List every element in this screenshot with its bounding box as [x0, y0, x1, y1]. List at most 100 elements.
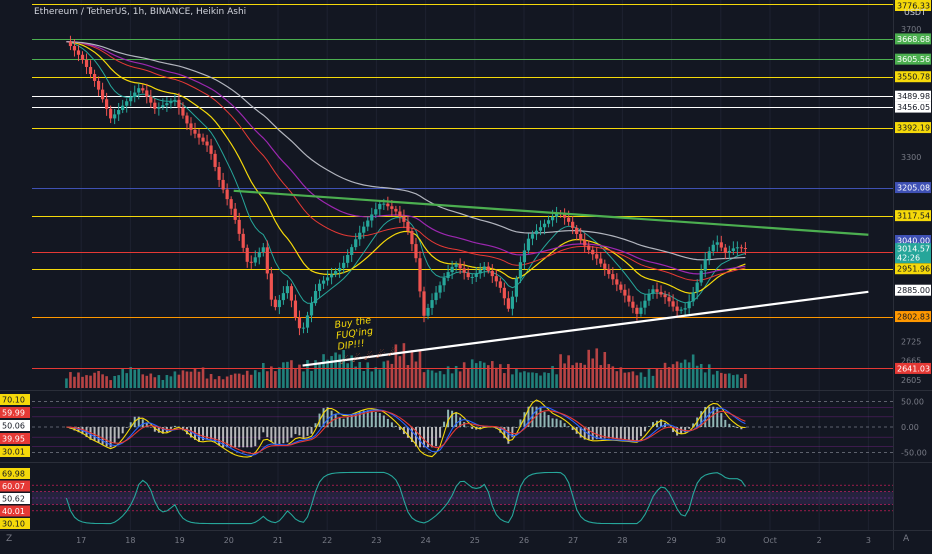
volume-bar [483, 363, 486, 388]
candle-body [495, 276, 498, 281]
osc1-hist-bar [724, 420, 726, 427]
candle-body [671, 301, 674, 306]
osc1-hist-bar [290, 427, 292, 438]
volume-bar [125, 373, 128, 388]
osc1-hist-bar [274, 427, 276, 445]
time-axis-tick: 25 [470, 536, 480, 545]
time-axis-tick: Oct [763, 536, 777, 545]
volume-bar [262, 363, 265, 388]
volume-bar [214, 379, 217, 388]
time-axis-tick: 2 [817, 536, 822, 545]
osc1-hist-bar [600, 427, 602, 439]
osc1-hist-bar [383, 415, 385, 427]
osc1-hist-bar [150, 427, 152, 428]
timezone-button[interactable]: Z [6, 534, 12, 544]
osc1-hist-bar [540, 407, 542, 427]
volume-bar [708, 364, 711, 388]
time-axis-tick: 23 [371, 536, 381, 545]
candle-body [318, 284, 321, 291]
volume-bar [704, 372, 707, 388]
osc1-hist-bar [258, 427, 260, 440]
osc1-left-label: 39.95 [2, 435, 25, 444]
volume-bar [366, 362, 369, 388]
osc1-hist-bar [282, 427, 284, 443]
volume-bar [523, 371, 526, 388]
volume-bar [137, 368, 140, 388]
auto-scale-button[interactable]: A [903, 534, 909, 544]
candle-body [81, 55, 84, 60]
candle-body [350, 247, 353, 255]
volume-bar [543, 372, 546, 388]
volume-bar [73, 377, 76, 388]
candle-body [97, 81, 100, 90]
candle-body [583, 240, 586, 245]
volume-bar [439, 371, 442, 388]
time-axis-tick: 18 [125, 536, 135, 545]
volume-bar [69, 372, 72, 388]
osc1-hist-bar [628, 427, 630, 440]
level-price-tag: 3392.19 [897, 124, 930, 133]
volume-bar [451, 373, 454, 388]
rocket-icon: ☄ [352, 353, 361, 365]
volume-bar [334, 352, 337, 388]
candle-body [615, 279, 618, 284]
candle-body [354, 239, 357, 247]
candle-body [125, 101, 128, 105]
level-price-tag: 3205.08 [897, 184, 930, 193]
candle-body [137, 88, 140, 92]
osc1-hist-bar [648, 426, 650, 427]
candle-body [394, 209, 397, 212]
volume-bar [591, 358, 594, 388]
volume-bar [162, 380, 165, 388]
volume-bar [238, 374, 241, 388]
candle-body [73, 46, 76, 50]
candle-body [571, 222, 574, 228]
volume-bar [644, 377, 647, 388]
osc1-hist-bar [311, 427, 313, 434]
candle-body [680, 310, 683, 311]
volume-bar [447, 366, 450, 388]
volume-bar [222, 379, 225, 388]
candle-body [358, 233, 361, 240]
volume-bar [692, 354, 695, 388]
candle-body [310, 303, 313, 315]
volume-bar [383, 361, 386, 388]
volume-bar [354, 367, 357, 388]
rocket-icon: ☄ [376, 349, 385, 361]
candle-body [595, 254, 598, 258]
price-axis-tick: 3700 [901, 25, 921, 34]
candle-body [430, 300, 433, 308]
level-price-tag: 3456.05 [897, 103, 930, 112]
candle-body [704, 259, 707, 271]
candle-body [270, 273, 273, 299]
volume-bar [250, 375, 253, 388]
volume-bar [274, 371, 277, 388]
volume-bar [471, 359, 474, 388]
time-axis-tick: 17 [76, 536, 86, 545]
candle-body [627, 296, 630, 302]
volume-bar [575, 363, 578, 388]
candle-body [438, 285, 441, 292]
osc1-hist-bar [471, 427, 473, 429]
osc1-hist-bar [419, 427, 421, 447]
candle-body [169, 101, 172, 103]
volume-bar [81, 377, 84, 388]
osc1-hist-bar [298, 427, 300, 435]
osc1-hist-bar [544, 412, 546, 427]
volume-bar [716, 371, 719, 388]
osc1-hist-bar [616, 427, 618, 439]
level-price-tag: 2641.03 [897, 364, 930, 373]
osc1-hist-bar [632, 427, 634, 440]
osc1-hist-bar [234, 427, 236, 447]
candle-body [314, 291, 317, 303]
volume-bar [186, 372, 189, 388]
candle-body [547, 220, 550, 223]
candle-body [402, 217, 405, 222]
candle-body [165, 103, 168, 105]
volume-bar [656, 368, 659, 388]
candle-body [157, 107, 160, 109]
candle-body [499, 281, 502, 287]
candle-body [459, 264, 462, 268]
